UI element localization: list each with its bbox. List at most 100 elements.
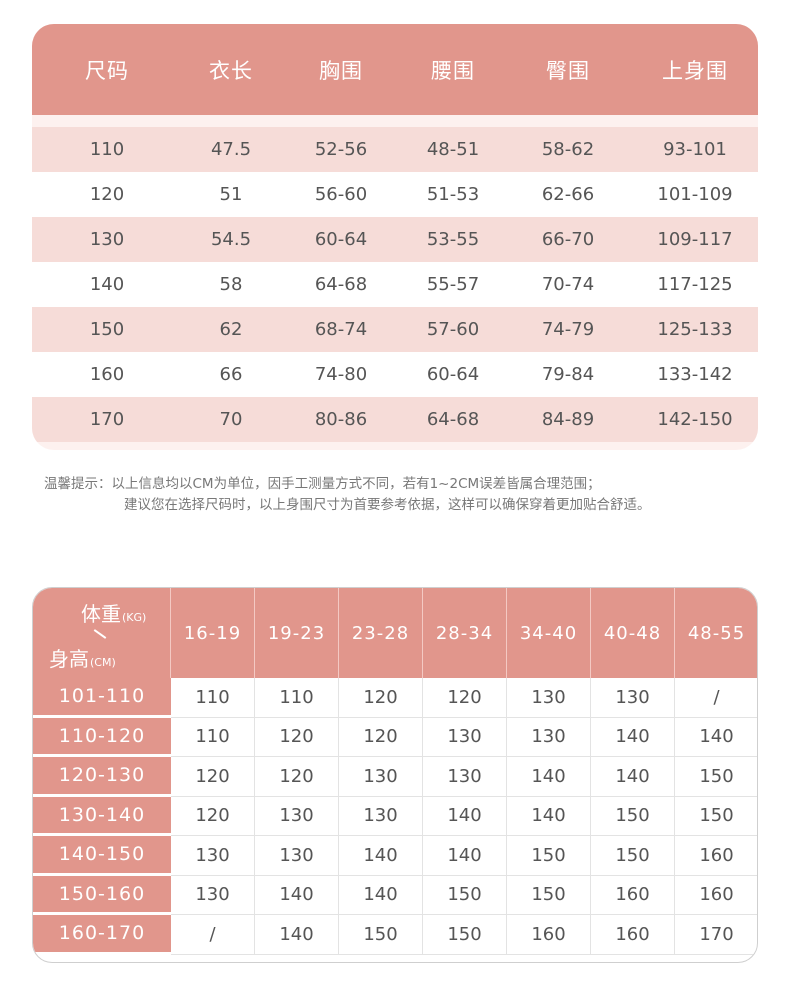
table-cell: 64-68 — [426, 409, 480, 430]
table-cell: 74-80 — [314, 364, 368, 385]
table-cell: 150 — [675, 757, 757, 797]
table-cell: 56-60 — [314, 184, 368, 205]
table-cell: 60-64 — [314, 229, 368, 250]
header-length: 衣长 — [209, 58, 253, 83]
table-cell: 120 — [339, 678, 423, 718]
reference-header: 体重(KG) 身高(CM) 16-19 19-23 23-28 28-34 34-40 4… — [33, 588, 757, 678]
table-cell: 70 — [219, 409, 243, 430]
table-cell: 93-101 — [663, 139, 727, 160]
table-cell: 120 — [255, 717, 339, 757]
table-cell: 160 — [591, 915, 675, 955]
table-cell: 140 — [591, 717, 675, 757]
table-cell: 58-62 — [541, 139, 595, 160]
table-cell: 130 — [255, 836, 339, 876]
table-cell: 130 — [171, 836, 255, 876]
table-cell: / — [675, 678, 757, 718]
table-cell: 130 — [171, 875, 255, 915]
table-cell: 160 — [591, 875, 675, 915]
table-cell: 120 — [171, 757, 255, 797]
table-cell: 110 — [171, 678, 255, 718]
table-cell: 62 — [219, 319, 243, 340]
table-cell: 60-64 — [426, 364, 480, 385]
table-cell: 120 — [255, 757, 339, 797]
table-cell: 150 — [339, 915, 423, 955]
table-cell: 66 — [219, 364, 243, 385]
size-chart-table: 尺码 衣长 胸围 腰围 臀围 上身围 110 47.5 52-56 48-51 58-6… — [32, 24, 758, 450]
header-chest: 胸围 — [319, 58, 363, 83]
header-hip: 臀围 — [546, 58, 590, 83]
table-cell: 70-74 — [541, 274, 595, 295]
table-cell: 150 — [591, 836, 675, 876]
table-row: 101-110 110 110 120 120 130 130/ — [33, 678, 757, 718]
diagonal-divider — [93, 629, 107, 639]
height-range-label: 130-140 — [33, 796, 171, 836]
weight-range-header: 48-55 — [675, 588, 757, 678]
table-cell: 84-89 — [541, 409, 595, 430]
note-line-1: 温馨提示：以上信息均以CM为单位，因手工测量方式不同，若有1~2CM误差皆属合理… — [44, 476, 601, 492]
table-cell: 68-74 — [314, 319, 368, 340]
table-cell: 53-55 — [426, 229, 480, 250]
table-cell: 58 — [219, 274, 243, 295]
table-cell: 48-51 — [426, 139, 480, 160]
table-cell: 101-109 — [657, 184, 733, 205]
table-cell: 120 — [89, 184, 125, 205]
table-row: 120-130 120 120 130 130 140 140 150 — [33, 757, 757, 797]
table-cell: 57-60 — [426, 319, 480, 340]
table-cell: 79-84 — [541, 364, 595, 385]
table-cell: 109-117 — [657, 229, 733, 250]
table-cell: 130 — [255, 796, 339, 836]
height-range-label: 140-150 — [33, 836, 171, 876]
note-line-2: 建议您在选择尺码时，以上身围尺寸为首要参考依据，这样可以确保穿着更加贴合舒适。 — [124, 497, 651, 513]
table-cell: 130 — [591, 678, 675, 718]
height-range-label: 160-170 — [33, 915, 171, 955]
table-cell: 51 — [219, 184, 243, 205]
table-cell: 74-79 — [541, 319, 595, 340]
table-cell: 110 — [171, 717, 255, 757]
table-row: 150-160 130 140 140 150 150 160 160 — [33, 875, 757, 915]
reference-body: 101-110 110 110 120 120 130 130/110-120 110 120 1… — [33, 678, 757, 955]
table-cell: 130 — [507, 678, 591, 718]
table-cell: 130 — [423, 757, 507, 797]
size-note: 温馨提示：以上信息均以CM为单位，因手工测量方式不同，若有1~2CM误差皆属合理… — [44, 474, 764, 516]
header-upper-body: 上身围 — [662, 58, 728, 83]
weight-range-header: 28-34 — [423, 588, 507, 678]
weight-range-header: 40-48 — [591, 588, 675, 678]
table-cell: 64-68 — [314, 274, 368, 295]
table-cell: 130 — [423, 717, 507, 757]
table-cell: 52-56 — [314, 139, 368, 160]
table-cell: 170 — [675, 915, 757, 955]
table-cell: 170 — [89, 409, 125, 430]
table-cell: 55-57 — [426, 274, 480, 295]
height-range-label: 150-160 — [33, 875, 171, 915]
table-cell: 66-70 — [541, 229, 595, 250]
table-cell: 150 — [89, 319, 125, 340]
table-cell: 62-66 — [541, 184, 595, 205]
table-row: 170 70 80-86 64-68 84-89 142-150 — [32, 397, 758, 442]
table-cell: 160 — [507, 915, 591, 955]
table-cell: 80-86 — [314, 409, 368, 430]
table-cell: 140 — [591, 757, 675, 797]
height-axis-label: 身高(CM) — [49, 647, 116, 671]
table-cell: 142-150 — [657, 409, 733, 430]
table-cell: 160 — [89, 364, 125, 385]
table-cell: 133-142 — [657, 364, 733, 385]
table-cell: 51-53 — [426, 184, 480, 205]
table-cell: 117-125 — [657, 274, 733, 295]
table-cell: 140 — [675, 718, 757, 757]
table-cell: 150 — [423, 875, 507, 915]
table-cell: 130 — [339, 757, 423, 797]
table-cell: 54.5 — [210, 229, 252, 250]
table-cell: 160 — [675, 876, 757, 915]
height-range-label: 120-130 — [33, 757, 171, 797]
table-row: 110-120 110 120 120 130 130 140 140 — [33, 717, 757, 757]
table-cell: 130 — [507, 717, 591, 757]
table-cell: 110 — [89, 139, 125, 160]
table-cell: 110 — [255, 678, 339, 718]
table-cell: 150 — [675, 797, 757, 836]
table-cell: 140 — [507, 757, 591, 797]
corner-cell: 体重(KG) 身高(CM) — [33, 588, 171, 678]
table-row: 160 66 74-80 60-64 79-84 133-142 — [32, 352, 758, 397]
weight-range-header: 19-23 — [255, 588, 339, 678]
table-cell: 125-133 — [657, 319, 733, 340]
table-row: 140 58 64-68 55-57 70-74 117-125 — [32, 262, 758, 307]
